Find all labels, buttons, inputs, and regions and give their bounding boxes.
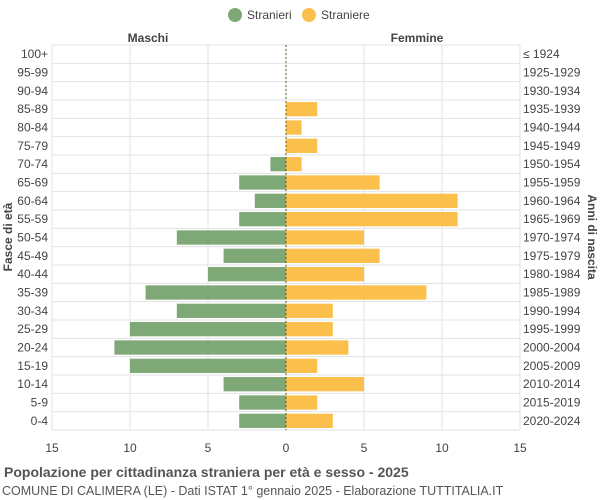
birth-year-label: 1975-1979 [523, 249, 581, 263]
x-tick-label: 15 [45, 441, 59, 455]
age-group-label: 55-59 [17, 212, 48, 226]
bar-male [130, 322, 286, 337]
bar-female [286, 212, 458, 227]
y-axis-title-left: Fasce di età [1, 202, 15, 271]
birth-year-label: 1935-1939 [523, 102, 581, 116]
birth-year-label: ≤ 1924 [523, 47, 560, 61]
birth-year-label: 2010-2014 [523, 377, 581, 391]
legend-label-male: Stranieri [247, 8, 292, 22]
bar-female [286, 175, 380, 190]
bar-female [286, 303, 333, 318]
bar-male [223, 377, 286, 392]
bar-female [286, 157, 302, 172]
birth-year-label: 1940-1944 [523, 121, 581, 135]
bar-female [286, 358, 318, 373]
birth-year-label: 1960-1964 [523, 194, 581, 208]
bar-female [286, 285, 427, 300]
x-tick-label: 15 [513, 441, 527, 455]
birth-year-label: 1950-1954 [523, 157, 581, 171]
age-group-label: 85-89 [17, 102, 48, 116]
age-group-label: 70-74 [17, 157, 48, 171]
x-tick-label: 0 [283, 441, 290, 455]
bar-male [254, 193, 286, 208]
legend-swatch-male [228, 8, 242, 22]
age-group-label: 50-54 [17, 231, 48, 245]
age-group-label: 75-79 [17, 139, 48, 153]
bar-female [286, 193, 458, 208]
bar-male [130, 358, 286, 373]
bar-female [286, 322, 333, 337]
bar-female [286, 248, 380, 263]
birth-year-label: 1995-1999 [523, 322, 581, 336]
bar-male [223, 248, 286, 263]
legend-swatch-female [302, 8, 316, 22]
x-tick-label: 5 [205, 441, 212, 455]
bar-female [286, 120, 302, 135]
x-tick-label: 10 [435, 441, 449, 455]
birth-year-label: 2020-2024 [523, 414, 581, 428]
age-group-label: 60-64 [17, 194, 48, 208]
bar-female [286, 230, 364, 245]
birth-year-label: 2005-2009 [523, 359, 581, 373]
bar-male [176, 303, 286, 318]
age-group-label: 45-49 [17, 249, 48, 263]
age-group-label: 90-94 [17, 84, 48, 98]
age-group-label: 65-69 [17, 176, 48, 190]
age-group-label: 80-84 [17, 121, 48, 135]
bar-male [239, 395, 286, 410]
age-group-label: 35-39 [17, 286, 48, 300]
bar-male [176, 230, 286, 245]
chart-title: Popolazione per cittadinanza straniera p… [4, 464, 409, 480]
labels-layer: 15 10 5 0 5 10 15 100+ ≤ 1924 95-99 1925-1929 90-94… [17, 47, 580, 455]
bar-female [286, 267, 364, 282]
bar-female [286, 377, 364, 392]
y-axis-title-right: Anni di nascita [585, 194, 599, 280]
birth-year-label: 1985-1989 [523, 286, 581, 300]
header-femmine: Femmine [391, 31, 444, 45]
bar-female [286, 395, 318, 410]
bars-layer [114, 45, 458, 430]
bar-male [239, 413, 286, 428]
legend-label-female: Straniere [321, 8, 370, 22]
header-maschi: Maschi [128, 31, 169, 45]
age-group-label: 10-14 [17, 377, 48, 391]
age-group-label: 40-44 [17, 267, 48, 281]
bar-male [208, 267, 286, 282]
age-group-label: 30-34 [17, 304, 48, 318]
age-group-label: 100+ [21, 47, 48, 61]
birth-year-label: 1945-1949 [523, 139, 581, 153]
birth-year-label: 1970-1974 [523, 231, 581, 245]
birth-year-label: 1930-1934 [523, 84, 581, 98]
age-group-label: 95-99 [17, 66, 48, 80]
birth-year-label: 2000-2004 [523, 341, 581, 355]
age-group-label: 5-9 [31, 396, 49, 410]
bar-male [239, 212, 286, 227]
x-tick-label: 10 [123, 441, 137, 455]
age-group-label: 25-29 [17, 322, 48, 336]
age-group-label: 15-19 [17, 359, 48, 373]
bar-female [286, 138, 318, 153]
birth-year-label: 1955-1959 [523, 176, 581, 190]
bar-male [270, 157, 286, 172]
bar-male [145, 285, 286, 300]
age-group-label: 0-4 [31, 414, 49, 428]
birth-year-label: 1965-1969 [523, 212, 581, 226]
bar-female [286, 102, 318, 117]
bar-male [114, 340, 287, 355]
bar-male [239, 175, 286, 190]
x-tick-label: 5 [361, 441, 368, 455]
birth-year-label: 1980-1984 [523, 267, 581, 281]
bar-female [286, 340, 349, 355]
chart-source: COMUNE DI CALIMERA (LE) - Dati ISTAT 1° … [2, 484, 504, 498]
legend: Stranieri Straniere [228, 8, 370, 22]
birth-year-label: 1925-1929 [523, 66, 581, 80]
birth-year-label: 2015-2019 [523, 396, 581, 410]
age-group-label: 20-24 [17, 341, 48, 355]
bar-female [286, 413, 333, 428]
birth-year-label: 1990-1994 [523, 304, 581, 318]
